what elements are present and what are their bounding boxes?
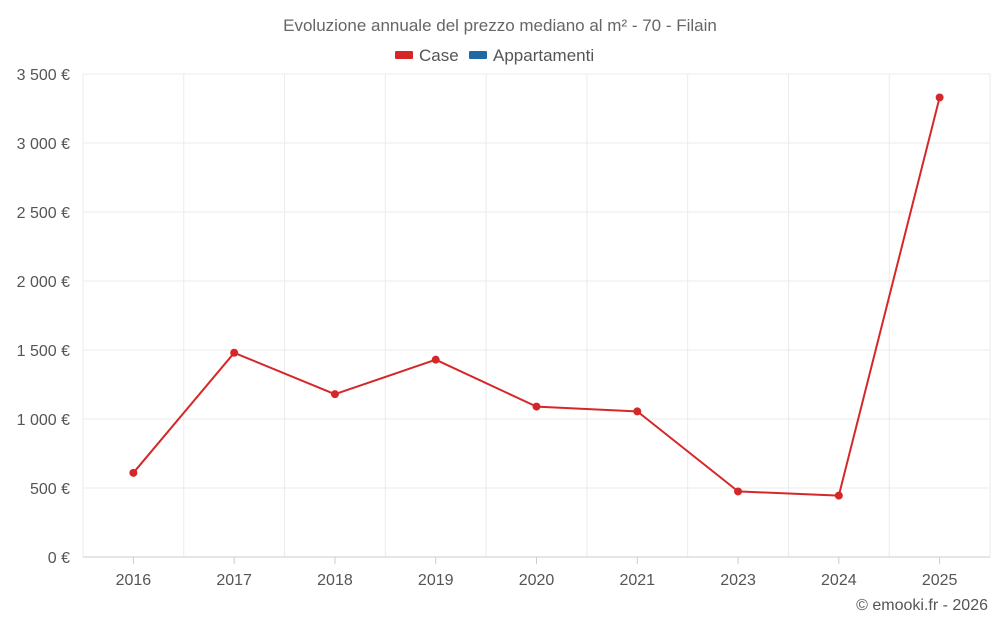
- series-case: [129, 93, 944, 500]
- x-tick-label: 2023: [720, 572, 756, 589]
- y-axis: 0 € 500 € 1 000 € 1 500 € 2 000 € 2 500 € 3 00…: [17, 67, 70, 567]
- y-tick-label: 2 000 €: [17, 274, 70, 291]
- x-tick-label: 2021: [619, 572, 655, 589]
- data-point-case-2019[interactable]: [431, 355, 440, 364]
- legend: Case Appartamenti: [395, 46, 594, 65]
- x-tick-label: 2018: [317, 572, 353, 589]
- data-point-case-2024[interactable]: [834, 491, 843, 500]
- legend-label-appartamenti: Appartamenti: [493, 46, 594, 65]
- x-axis: 2016 2017 2018 2019 2020 2021 2023 2024 2025: [83, 556, 990, 589]
- data-point-case-2016[interactable]: [129, 468, 138, 477]
- credit-text: © emooki.fr - 2026: [856, 597, 988, 614]
- x-tick-label: 2025: [922, 572, 958, 589]
- y-tick-label: 2 500 €: [17, 205, 70, 222]
- data-point-case-2023[interactable]: [734, 487, 743, 496]
- x-tick-label: 2019: [418, 572, 454, 589]
- y-tick-label: 3 000 €: [17, 136, 70, 153]
- legend-label-case: Case: [419, 46, 459, 65]
- data-point-case-2017[interactable]: [230, 348, 239, 357]
- x-tick-label: 2024: [821, 572, 857, 589]
- x-tick-label: 2016: [116, 572, 152, 589]
- legend-item-case[interactable]: Case: [395, 46, 459, 65]
- data-point-case-2020[interactable]: [532, 402, 541, 411]
- y-tick-label: 500 €: [30, 481, 70, 498]
- y-tick-label: 0 €: [48, 550, 70, 567]
- legend-item-appartamenti[interactable]: Appartamenti: [469, 46, 594, 65]
- y-tick-label: 1 500 €: [17, 343, 70, 360]
- legend-swatch-appartamenti: [469, 51, 487, 59]
- data-point-case-2021[interactable]: [633, 407, 642, 416]
- x-tick-label: 2017: [216, 572, 252, 589]
- x-tick-label: 2020: [519, 572, 555, 589]
- y-tick-label: 3 500 €: [17, 67, 70, 84]
- series-line-case: [132, 97, 941, 497]
- data-point-case-2018[interactable]: [330, 390, 339, 399]
- legend-swatch-case: [395, 51, 413, 59]
- y-tick-label: 1 000 €: [17, 412, 70, 429]
- grid: [82, 73, 991, 558]
- data-point-case-2025[interactable]: [935, 93, 944, 102]
- chart-title: Evoluzione annuale del prezzo mediano al…: [283, 16, 717, 35]
